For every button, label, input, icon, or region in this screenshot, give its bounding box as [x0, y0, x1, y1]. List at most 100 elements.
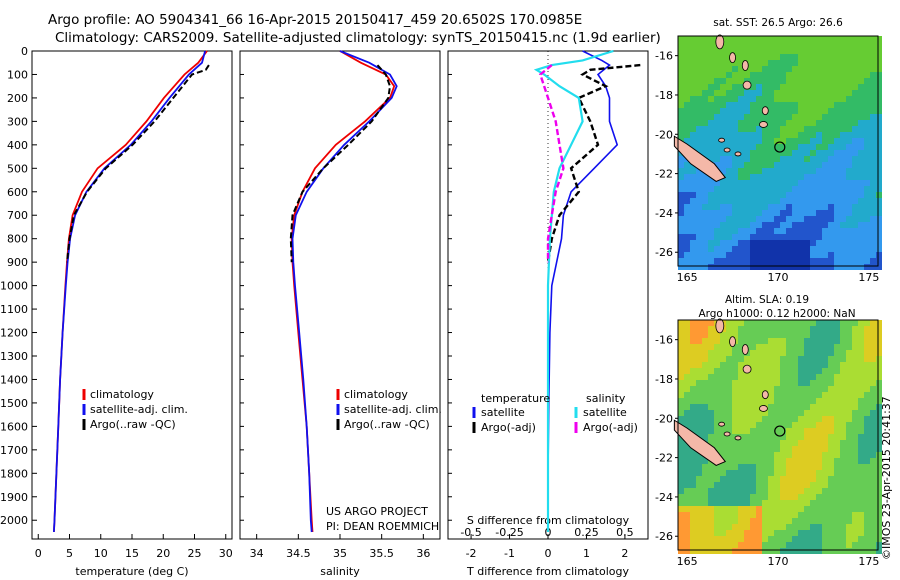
- map-cell: [756, 216, 762, 222]
- map-cell: [816, 350, 822, 356]
- map-cell: [858, 386, 864, 392]
- map-cell: [846, 392, 852, 398]
- map-cell: [852, 234, 858, 240]
- map-cell: [828, 374, 834, 380]
- map-cell: [738, 138, 744, 144]
- map-cell: [870, 78, 876, 84]
- map-cell: [780, 252, 786, 258]
- map-cell: [720, 368, 726, 374]
- map-cell: [798, 132, 804, 138]
- map-cell: [750, 428, 756, 434]
- map-cell: [822, 326, 828, 332]
- map-cell: [786, 168, 792, 174]
- map-cell: [780, 446, 786, 452]
- map-cell: [768, 392, 774, 398]
- map-cell: [708, 90, 714, 96]
- map-cell: [678, 368, 684, 374]
- map-cell: [768, 120, 774, 126]
- map-cell: [810, 246, 816, 252]
- map-cell: [684, 344, 690, 350]
- map-cell: [816, 138, 822, 144]
- map-cell: [840, 548, 846, 554]
- temperature-argo-line: [66, 64, 210, 263]
- map-cell: [750, 126, 756, 132]
- map-cell: [816, 264, 822, 270]
- map-cell: [690, 320, 696, 326]
- map-cell: [690, 48, 696, 54]
- map-cell: [822, 72, 828, 78]
- map-cell: [846, 246, 852, 252]
- map-cell: [696, 350, 702, 356]
- map-cell: [738, 416, 744, 422]
- map-cell: [678, 548, 684, 554]
- map-cell: [690, 542, 696, 548]
- map-cell: [828, 114, 834, 120]
- map-cell: [762, 252, 768, 258]
- map-cell: [762, 386, 768, 392]
- map-cell: [792, 210, 798, 216]
- map-cell: [870, 350, 876, 356]
- map-cell: [828, 362, 834, 368]
- map-cell: [834, 84, 840, 90]
- map-cell: [684, 234, 690, 240]
- map-cell: [846, 326, 852, 332]
- map-cell: [726, 180, 732, 186]
- map-cell: [762, 452, 768, 458]
- map-cell: [720, 500, 726, 506]
- map-cell: [720, 66, 726, 72]
- loyalty-island: [718, 137, 726, 143]
- map-cell: [816, 524, 822, 530]
- map-cell: [798, 108, 804, 114]
- map-cell: [732, 186, 738, 192]
- map-cell: [714, 108, 720, 114]
- map-cell: [678, 518, 684, 524]
- map-cell: [762, 78, 768, 84]
- map-cell: [822, 350, 828, 356]
- map-cell: [840, 60, 846, 66]
- map-cell: [750, 192, 756, 198]
- map-cell: [702, 150, 708, 156]
- map-cell: [756, 506, 762, 512]
- map-cell: [726, 228, 732, 234]
- map-cell: [750, 66, 756, 72]
- map-cell: [828, 404, 834, 410]
- map-cell: [702, 470, 708, 476]
- map-cell: [786, 240, 792, 246]
- map-cell: [822, 410, 828, 416]
- map-cell: [738, 338, 744, 344]
- map-cell: [684, 48, 690, 54]
- depth-tick-label: 200: [7, 92, 28, 105]
- map-cell: [678, 470, 684, 476]
- map-cell: [702, 48, 708, 54]
- map-cell: [840, 234, 846, 240]
- map-cell: [864, 66, 870, 72]
- map-cell: [840, 452, 846, 458]
- map-cell: [798, 102, 804, 108]
- map-cell: [690, 410, 696, 416]
- map-cell: [726, 530, 732, 536]
- map-cell: [828, 150, 834, 156]
- map-cell: [732, 240, 738, 246]
- map-cell: [696, 530, 702, 536]
- map-cell: [702, 356, 708, 362]
- map-cell: [768, 240, 774, 246]
- map-cell: [810, 476, 816, 482]
- map-cell: [762, 96, 768, 102]
- map-cell: [870, 66, 876, 72]
- map-cell: [858, 174, 864, 180]
- map-cell: [744, 198, 750, 204]
- map-cell: [840, 356, 846, 362]
- map-cell: [864, 108, 870, 114]
- map-cell: [864, 368, 870, 374]
- map-cell: [792, 126, 798, 132]
- map-cell: [798, 518, 804, 524]
- map-cell: [792, 246, 798, 252]
- sst-latitude-tick-label: -26: [655, 246, 673, 259]
- map-cell: [678, 398, 684, 404]
- map-cell: [816, 446, 822, 452]
- map-cell: [690, 452, 696, 458]
- map-cell: [858, 90, 864, 96]
- map-cell: [720, 216, 726, 222]
- map-cell: [858, 452, 864, 458]
- map-cell: [780, 344, 786, 350]
